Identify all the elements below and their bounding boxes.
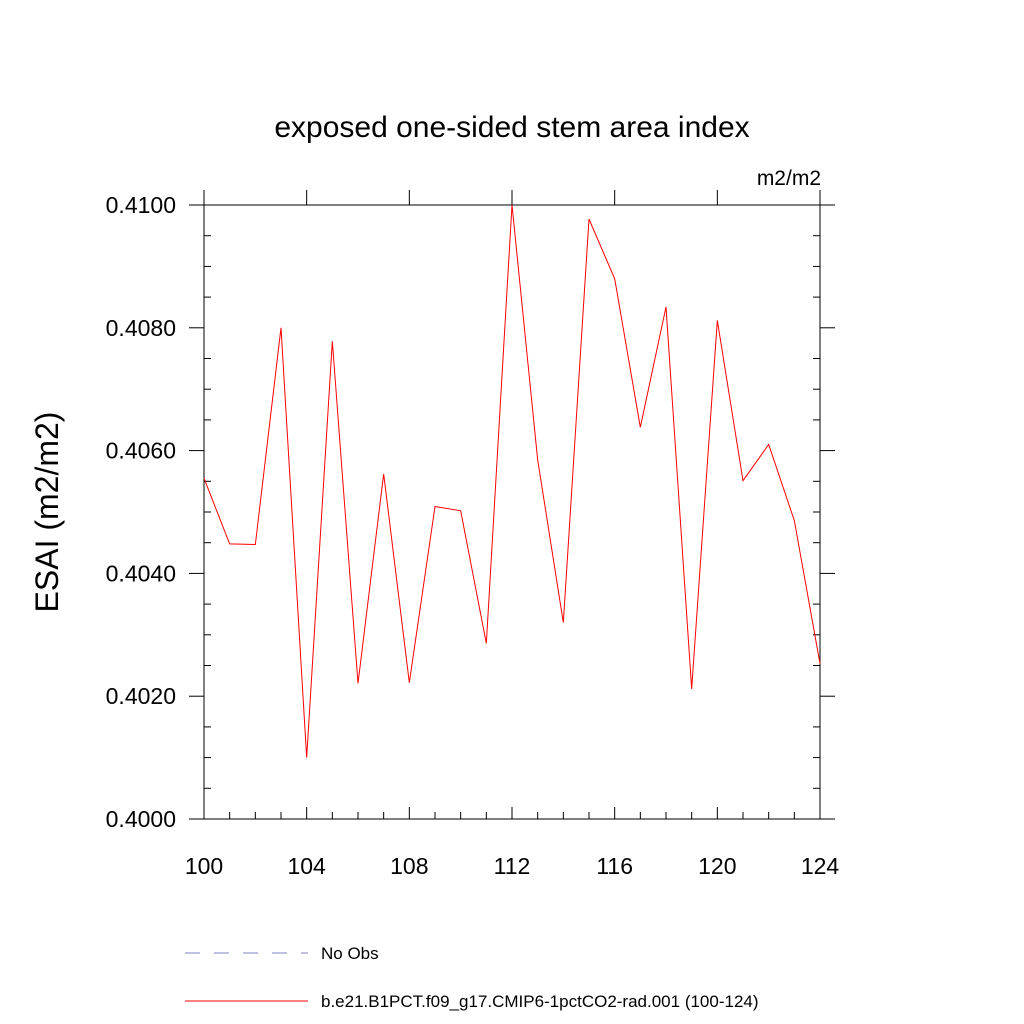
y-tick-label: 0.4040 xyxy=(106,560,176,586)
x-tick-label: 108 xyxy=(390,853,428,879)
y-tick-label: 0.4060 xyxy=(106,438,176,464)
series-layer xyxy=(203,204,821,758)
axis-ticks xyxy=(189,190,835,820)
y-axis-label: ESAI (m2/m2) xyxy=(29,412,65,613)
legend: No Obs b.e21.B1PCT.f09_g17.CMIP6-1pctCO2… xyxy=(185,944,759,1011)
chart-title: exposed one-sided stem area index xyxy=(274,111,749,144)
legend-label-model: b.e21.B1PCT.f09_g17.CMIP6-1pctCO2-rad.00… xyxy=(321,992,759,1011)
x-tick-label: 124 xyxy=(801,853,840,879)
y-tick-label: 0.4100 xyxy=(106,192,176,218)
units-label: m2/m2 xyxy=(757,167,821,190)
x-tick-label: 104 xyxy=(287,853,326,879)
y-tick-label: 0.4020 xyxy=(106,683,176,709)
y-tick-label: 0.4080 xyxy=(106,315,176,341)
x-tick-label: 116 xyxy=(596,853,633,879)
x-tick-label: 120 xyxy=(698,853,736,879)
tick-labels: 100 104 108 112 116 120 124 0.4000 0.4020 0.4040 0… xyxy=(106,192,840,879)
series-line xyxy=(203,204,821,758)
plot-border xyxy=(203,204,821,820)
y-tick-label: 0.4000 xyxy=(106,806,176,832)
x-tick-label: 112 xyxy=(494,853,531,879)
legend-label-no-obs: No Obs xyxy=(321,944,379,963)
plot-frame xyxy=(203,204,821,820)
x-tick-label: 100 xyxy=(185,853,223,879)
